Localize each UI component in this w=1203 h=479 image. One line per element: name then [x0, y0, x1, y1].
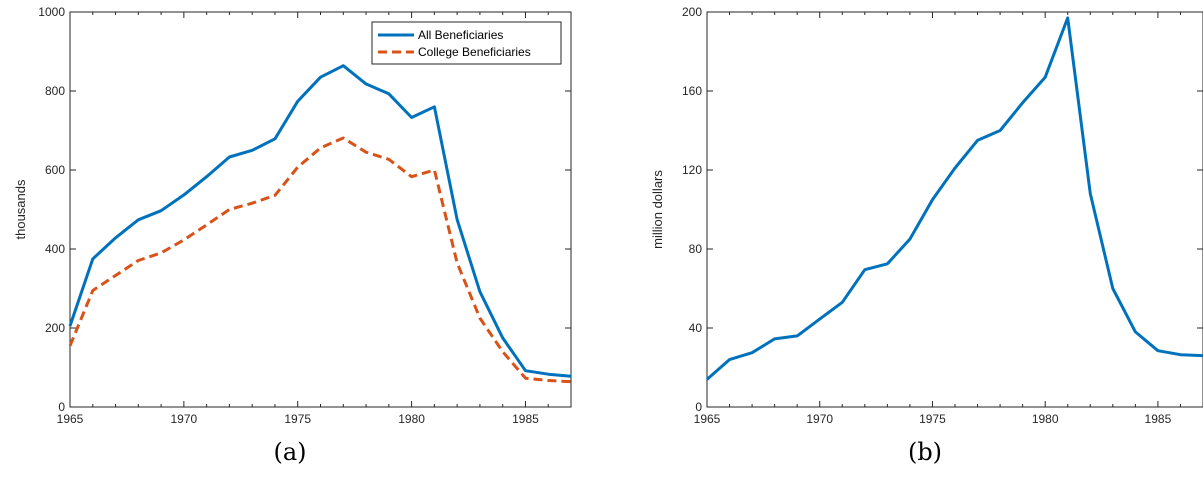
x-tick-label: 1985: [512, 412, 539, 426]
x-tick-label: 1975: [284, 412, 311, 426]
legend-label: College Beneficiaries: [418, 45, 531, 59]
y-tick-label: 400: [45, 242, 65, 256]
panel-caption: (a): [273, 438, 306, 466]
y-tick-label: 200: [682, 5, 702, 19]
series-line-1: [706, 16, 1203, 381]
x-tick-label: 1975: [919, 412, 946, 426]
chart-panel-a: 1965 1970 1975 1980 1985 0 200 400 600 800 1000 tho…: [13, 5, 572, 466]
x-tick-label: 1980: [1032, 412, 1059, 426]
y-tick-label: 40: [689, 321, 703, 335]
x-tick-label: 1985: [1145, 412, 1172, 426]
y-tick-label: 1000: [38, 5, 65, 19]
plot-frame: [69, 11, 572, 408]
legend-label: All Beneficiaries: [418, 28, 503, 42]
x-tick-label: 1980: [398, 412, 425, 426]
y-tick-label: 800: [45, 84, 65, 98]
x-tick-label: 1970: [171, 412, 198, 426]
y-tick-label: 0: [695, 400, 702, 414]
series-line-2: [68, 136, 572, 384]
y-tick-label: 80: [689, 242, 703, 256]
y-tick-label: 200: [45, 321, 65, 335]
y-tick-label: 0: [58, 400, 65, 414]
series-line-1: [68, 64, 572, 378]
chart-panel-b: 1965 1970 1975 1980 1985 0 40 80 120 160 200 millio…: [650, 5, 1203, 466]
plot-frame: [706, 11, 1203, 408]
legend: All Beneficiaries College Beneficiaries: [371, 21, 562, 65]
y-axis-label: million dollars: [650, 170, 665, 249]
y-tick-label: 120: [682, 163, 702, 177]
y-tick-label: 600: [45, 163, 65, 177]
x-tick-label: 1965: [694, 412, 721, 426]
y-axis-label: thousands: [13, 179, 28, 239]
x-tick-label: 1965: [57, 412, 84, 426]
x-tick-label: 1970: [806, 412, 833, 426]
panel-caption: (b): [908, 438, 942, 466]
y-tick-label: 160: [682, 84, 702, 98]
legend-box: [371, 21, 562, 65]
